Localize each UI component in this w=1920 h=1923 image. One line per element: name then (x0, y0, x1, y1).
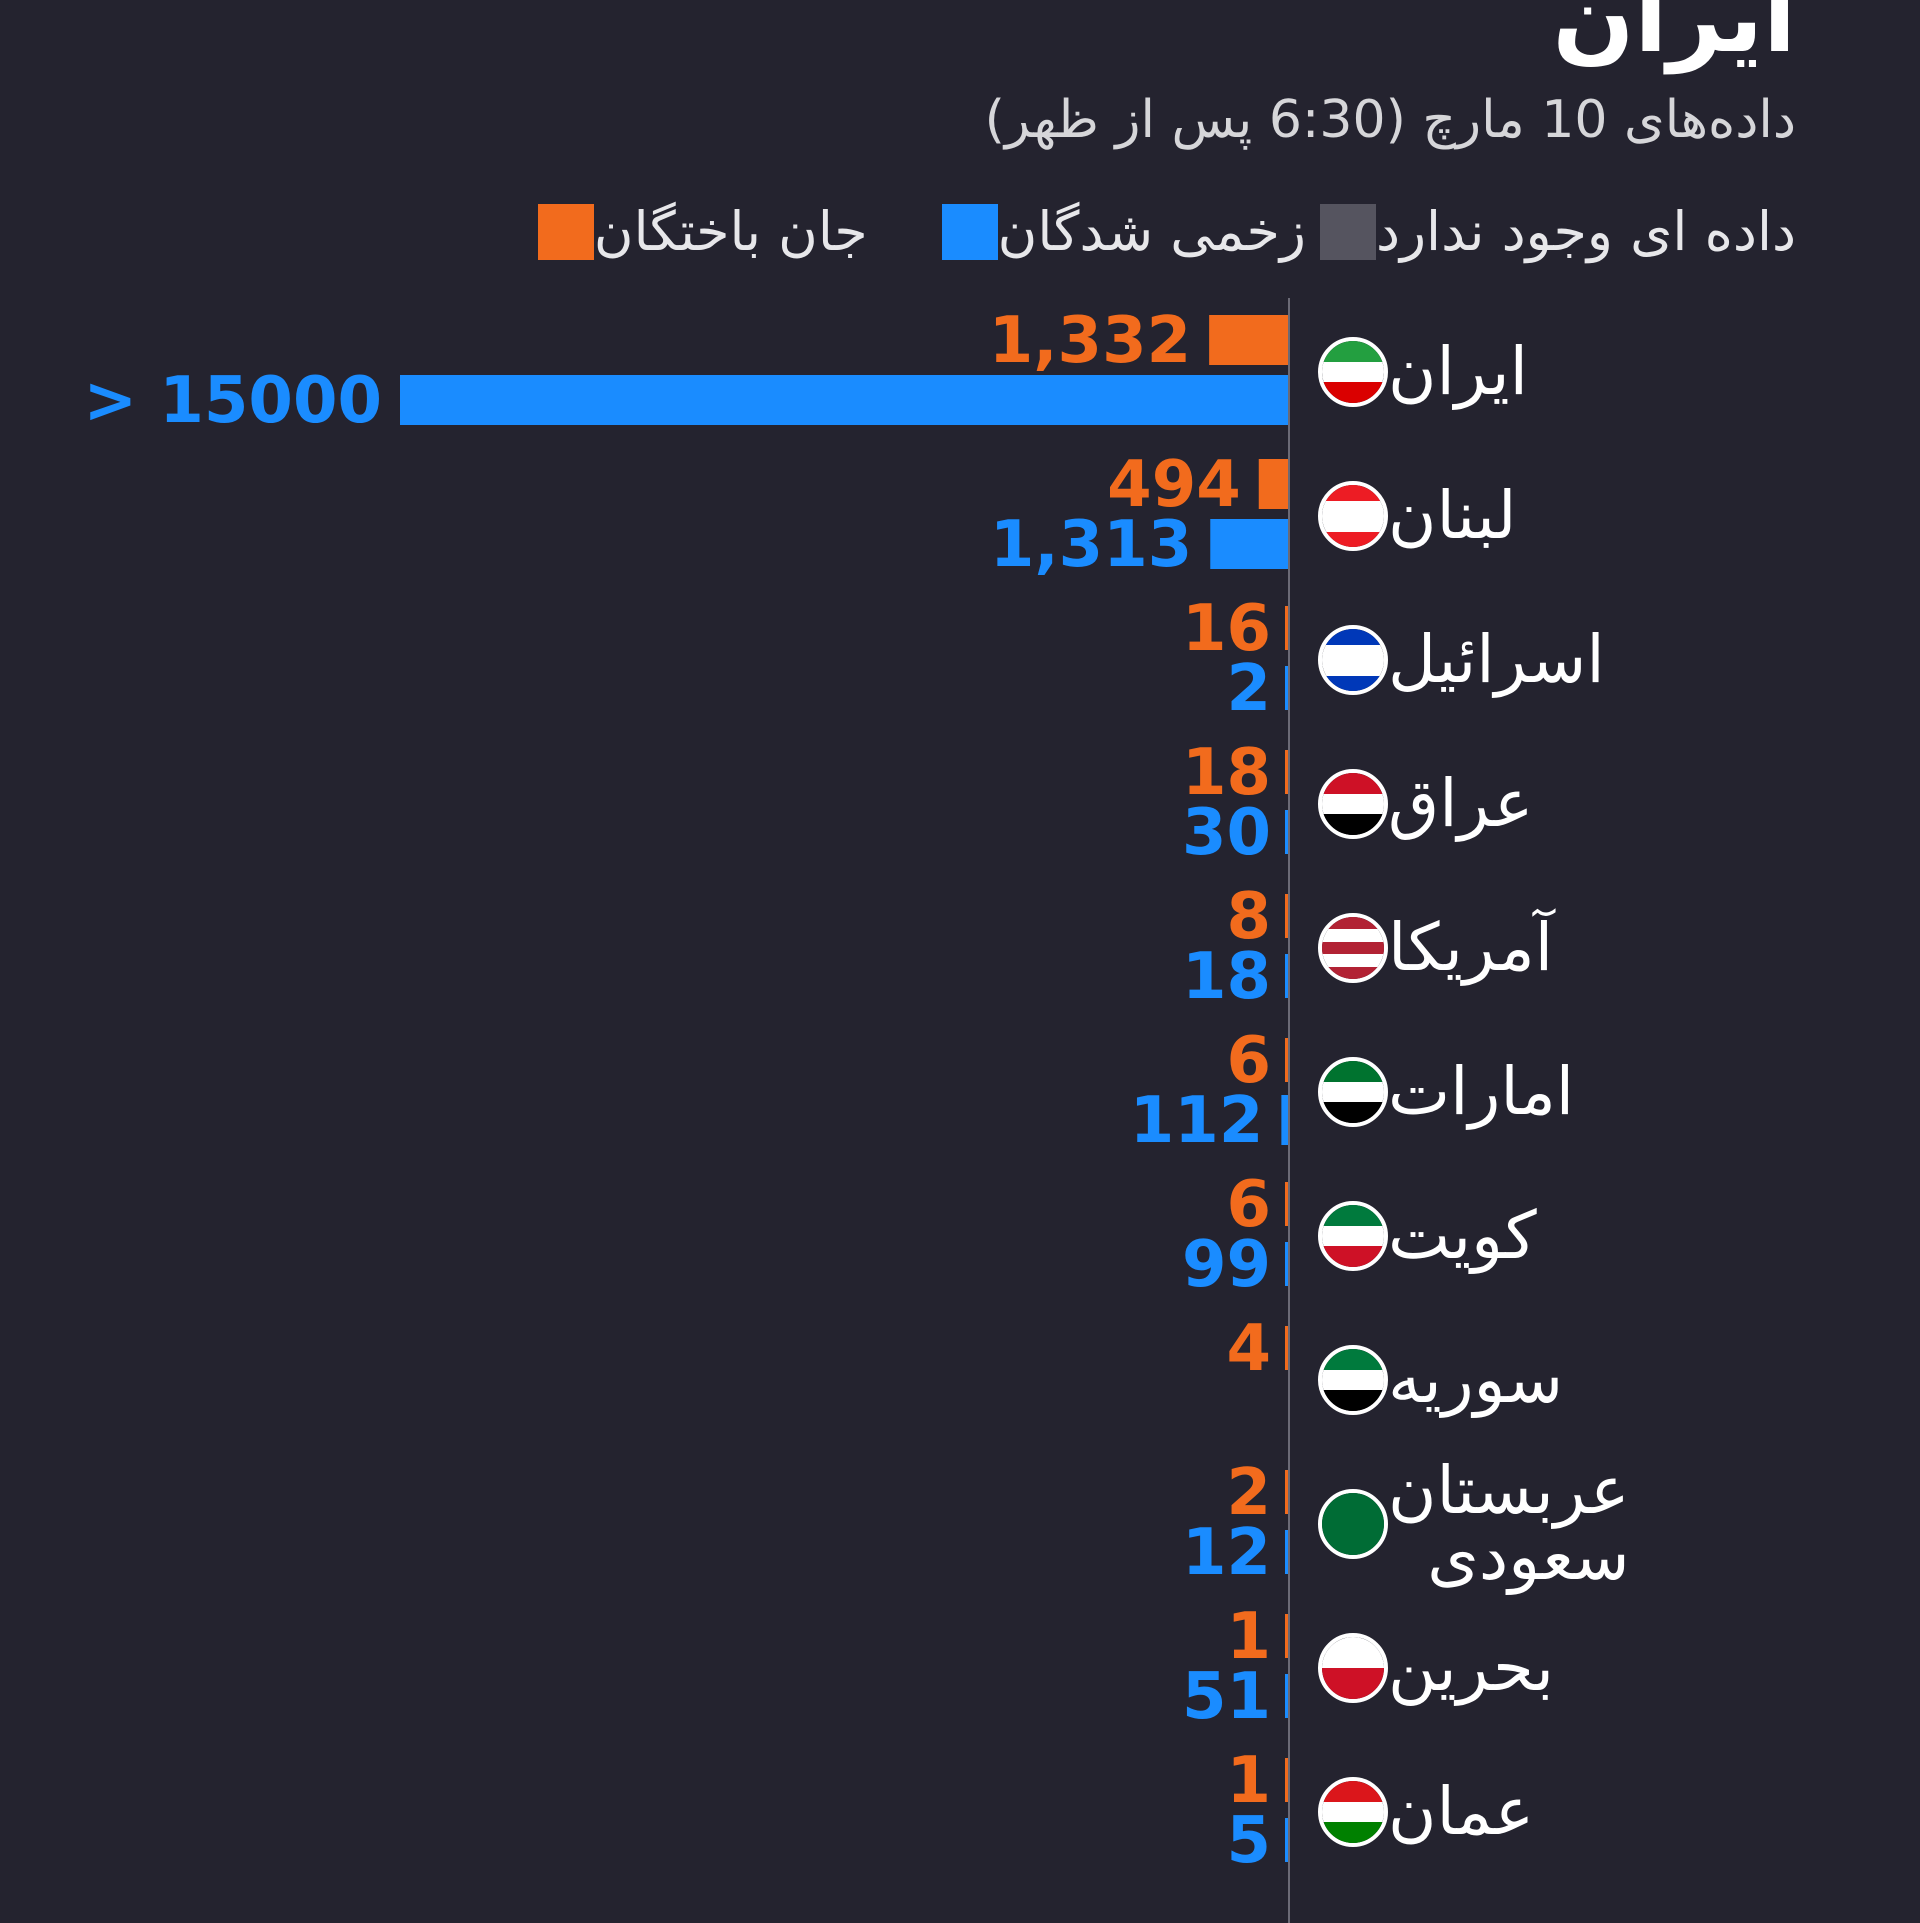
country-label: عراق (1388, 765, 1534, 842)
bar-deaths (1258, 459, 1288, 509)
data-label-injured: > 15000 (83, 364, 382, 438)
country-label: عربستان سعودی (1388, 1452, 1630, 1595)
data-label-injured: 112 (1130, 1084, 1264, 1158)
bar-deaths (1285, 1182, 1288, 1226)
bar-deaths (1285, 894, 1288, 938)
country-label: لبنان (1388, 477, 1517, 554)
bahrain-flag-icon (1318, 1633, 1388, 1703)
bar-injured (400, 375, 1288, 425)
bar-injured (1281, 1095, 1288, 1145)
legend-label-deaths: جان باختگان (593, 200, 868, 263)
country-label: بحرین (1388, 1629, 1554, 1706)
country-row: اسرائیل (1296, 588, 1796, 732)
data-label-deaths: 16 (1182, 592, 1271, 666)
legend-item-injured: زخمی شدگان (928, 200, 1306, 263)
country-row: بحرین (1296, 1596, 1796, 1740)
data-label-injured: 99 (1182, 1228, 1271, 1302)
bar-injured (1285, 954, 1288, 998)
country-row: امارات (1296, 1020, 1796, 1164)
country-row: ایران (1296, 300, 1796, 444)
bar-deaths (1285, 1326, 1288, 1370)
data-label-injured: 30 (1182, 796, 1271, 870)
bar-deaths (1285, 1470, 1288, 1514)
bar-injured (1210, 519, 1288, 569)
country-row: لبنان (1296, 444, 1796, 588)
data-label-deaths: 4 (1226, 1312, 1271, 1386)
legend-item-deaths: جان باختگان (524, 200, 868, 263)
country-label: آمریکا (1388, 909, 1554, 986)
data-label-injured: 18 (1182, 940, 1271, 1014)
bar-injured (1285, 666, 1288, 710)
bar-injured (1285, 1242, 1288, 1286)
data-label-injured: 5 (1226, 1804, 1271, 1878)
data-label-deaths: 1,332 (989, 304, 1191, 378)
country-row: سوریه (1296, 1308, 1796, 1452)
oman-flag-icon (1318, 1777, 1388, 1847)
bar-injured (1285, 1674, 1288, 1718)
country-row: عراق (1296, 732, 1796, 876)
legend-swatch-no-data (1319, 203, 1376, 260)
bar-injured (1285, 1530, 1288, 1574)
bar-deaths (1285, 1758, 1288, 1802)
iran-flag-icon (1318, 337, 1388, 407)
data-label-deaths: 6 (1226, 1024, 1271, 1098)
data-label-injured: 12 (1182, 1516, 1271, 1590)
bar-deaths (1285, 606, 1288, 650)
iraq-flag-icon (1318, 769, 1388, 839)
data-label-injured: 2 (1226, 652, 1271, 726)
legend-swatch-injured (941, 203, 998, 260)
data-label-deaths: 18 (1182, 736, 1271, 810)
country-label: کویت (1388, 1197, 1537, 1274)
usa-flag-icon (1318, 913, 1388, 983)
bar-deaths (1285, 1614, 1288, 1658)
data-label-deaths: 2 (1226, 1456, 1271, 1530)
legend-label-no-data: داده ای وجود ندارد (1375, 200, 1796, 263)
data-label-deaths: 1 (1226, 1744, 1271, 1818)
legend-item-no-data: داده ای وجود ندارد (1306, 200, 1796, 263)
kuwait-flag-icon (1318, 1201, 1388, 1271)
data-label-injured: 51 (1182, 1660, 1271, 1734)
country-row: آمریکا (1296, 876, 1796, 1020)
data-label-deaths: 1 (1226, 1600, 1271, 1674)
bar-deaths (1285, 1038, 1288, 1082)
data-label-deaths: 6 (1226, 1168, 1271, 1242)
legend-swatch-deaths (537, 203, 594, 260)
legend: جان باختگان زخمی شدگان داده ای وجود ندار… (464, 200, 1796, 263)
chart-title: ایران (1552, 0, 1796, 74)
country-label: عمان (1388, 1773, 1535, 1850)
syria-flag-icon (1318, 1345, 1388, 1415)
lebanon-flag-icon (1318, 481, 1388, 551)
country-row: کویت (1296, 1164, 1796, 1308)
saudi-flag-icon (1318, 1489, 1388, 1559)
data-label-deaths: 8 (1226, 880, 1271, 954)
country-label: ایران (1388, 333, 1528, 410)
country-label: سوریه (1388, 1341, 1564, 1418)
country-row: عمان (1296, 1740, 1796, 1884)
data-label-injured: 1,313 (990, 508, 1192, 582)
country-row: عربستان سعودی (1296, 1452, 1796, 1596)
country-label: امارات (1388, 1053, 1575, 1130)
israel-flag-icon (1318, 625, 1388, 695)
chart-subtitle: داده‌های 10 مارچ (6:30 پس از ظهر) (984, 90, 1796, 150)
bar-injured (1285, 810, 1288, 854)
data-label-deaths: 494 (1107, 448, 1241, 522)
bar-deaths (1209, 315, 1288, 365)
bar-injured (1285, 1818, 1288, 1862)
legend-label-injured: زخمی شدگان (997, 200, 1306, 263)
bar-deaths (1285, 750, 1288, 794)
uae-flag-icon (1318, 1057, 1388, 1127)
country-label: اسرائیل (1388, 621, 1605, 698)
